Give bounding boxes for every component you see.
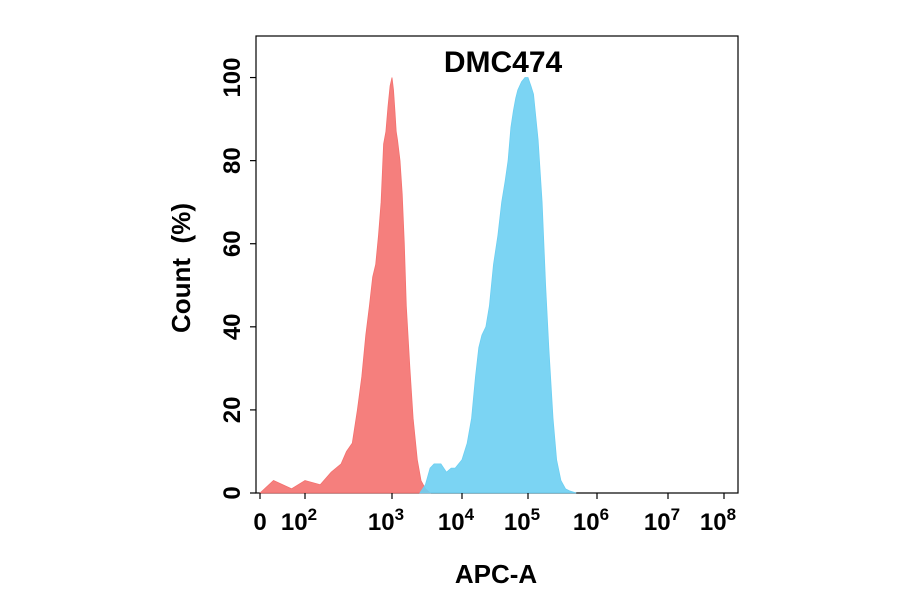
x-axis-ticks: 0 102 103 104 105 106 107 108 (253, 493, 736, 536)
y-tick-label: 80 (219, 147, 246, 174)
x-tick-label: 107 (644, 505, 680, 536)
x-tick-label: 0 (253, 509, 266, 536)
y-tick-label: 60 (219, 230, 246, 257)
y-axis-ticks: 0 20 40 60 80 100 (219, 58, 256, 500)
y-tick-label: 40 (219, 313, 246, 340)
x-tick-label: 104 (438, 505, 475, 536)
y-tick-label: 0 (219, 486, 246, 499)
y-tick-label: 100 (219, 58, 246, 98)
x-axis-label: APC-A (455, 559, 538, 589)
x-tick-label: 108 (700, 505, 736, 536)
x-tick-label: 102 (281, 505, 317, 536)
histogram-series-2 (419, 77, 577, 494)
x-tick-label: 103 (368, 505, 404, 536)
x-tick-label: 105 (504, 505, 540, 536)
histogram-series-1 (258, 77, 432, 494)
chart-title: DMC474 (444, 46, 563, 79)
x-tick-label: 106 (573, 505, 609, 536)
y-tick-label: 20 (219, 397, 246, 424)
y-axis-label: Count (%) (166, 203, 196, 333)
series-layer (258, 77, 577, 494)
